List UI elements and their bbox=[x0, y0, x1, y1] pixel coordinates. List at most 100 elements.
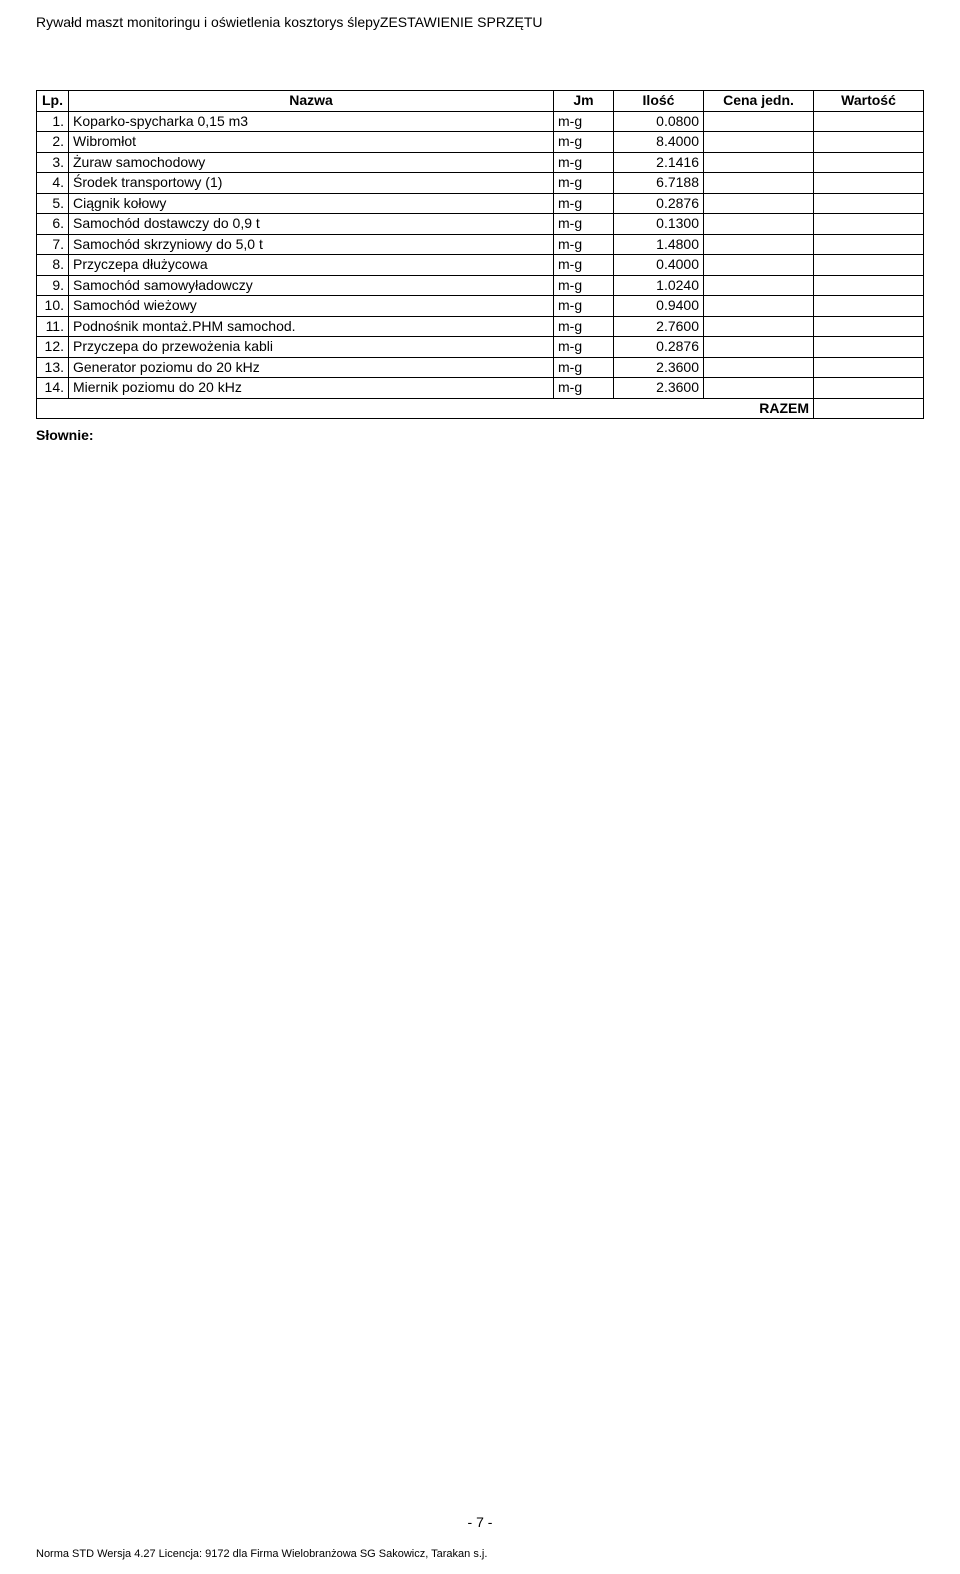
cell-jm: m-g bbox=[554, 378, 614, 399]
cell-up bbox=[704, 275, 814, 296]
cell-qty: 8.4000 bbox=[614, 132, 704, 153]
cell-jm: m-g bbox=[554, 296, 614, 317]
cell-up bbox=[704, 132, 814, 153]
cell-up bbox=[704, 316, 814, 337]
cell-lp: 5. bbox=[37, 193, 69, 214]
cell-jm: m-g bbox=[554, 132, 614, 153]
cell-name: Przyczepa dłużycowa bbox=[69, 255, 554, 276]
total-value bbox=[814, 398, 924, 419]
table-row: 9.Samochód samowyładowczym-g1.0240 bbox=[37, 275, 924, 296]
cell-lp: 10. bbox=[37, 296, 69, 317]
cell-val bbox=[814, 173, 924, 194]
table-row: 10.Samochód wieżowym-g0.9400 bbox=[37, 296, 924, 317]
table-row: 7.Samochód skrzyniowy do 5,0 tm-g1.4800 bbox=[37, 234, 924, 255]
page-number: - 7 - bbox=[0, 1514, 960, 1530]
table-row: 14.Miernik poziomu do 20 kHzm-g2.3600 bbox=[37, 378, 924, 399]
total-row: RAZEM bbox=[37, 398, 924, 419]
cell-up bbox=[704, 296, 814, 317]
cell-name: Ciągnik kołowy bbox=[69, 193, 554, 214]
cell-val bbox=[814, 234, 924, 255]
cell-up bbox=[704, 214, 814, 235]
slownie-label: Słownie: bbox=[36, 427, 924, 443]
cell-name: Przyczepa do przewożenia kabli bbox=[69, 337, 554, 358]
cell-jm: m-g bbox=[554, 337, 614, 358]
cell-up bbox=[704, 173, 814, 194]
cell-name: Samochód dostawczy do 0,9 t bbox=[69, 214, 554, 235]
cell-lp: 1. bbox=[37, 111, 69, 132]
col-header-qty: Ilość bbox=[614, 91, 704, 112]
cell-val bbox=[814, 275, 924, 296]
cell-jm: m-g bbox=[554, 357, 614, 378]
cell-lp: 9. bbox=[37, 275, 69, 296]
cell-lp: 7. bbox=[37, 234, 69, 255]
cell-name: Koparko-spycharka 0,15 m3 bbox=[69, 111, 554, 132]
cell-val bbox=[814, 296, 924, 317]
cell-qty: 1.4800 bbox=[614, 234, 704, 255]
cell-qty: 0.4000 bbox=[614, 255, 704, 276]
cell-lp: 13. bbox=[37, 357, 69, 378]
cell-name: Samochód skrzyniowy do 5,0 t bbox=[69, 234, 554, 255]
cell-qty: 2.3600 bbox=[614, 378, 704, 399]
cell-name: Wibromłot bbox=[69, 132, 554, 153]
table-row: 12.Przyczepa do przewożenia kablim-g0.28… bbox=[37, 337, 924, 358]
cell-jm: m-g bbox=[554, 111, 614, 132]
cell-qty: 6.7188 bbox=[614, 173, 704, 194]
cell-jm: m-g bbox=[554, 214, 614, 235]
table-row: 13.Generator poziomu do 20 kHzm-g2.3600 bbox=[37, 357, 924, 378]
cell-jm: m-g bbox=[554, 193, 614, 214]
cell-qty: 0.9400 bbox=[614, 296, 704, 317]
footer-text: Norma STD Wersja 4.27 Licencja: 9172 dla… bbox=[36, 1548, 487, 1560]
cell-val bbox=[814, 357, 924, 378]
cell-up bbox=[704, 337, 814, 358]
table-row: 4.Środek transportowy (1)m-g6.7188 bbox=[37, 173, 924, 194]
cell-val bbox=[814, 152, 924, 173]
equipment-table: Lp. Nazwa Jm Ilość Cena jedn. Wartość 1.… bbox=[36, 90, 924, 419]
cell-val bbox=[814, 132, 924, 153]
cell-val bbox=[814, 255, 924, 276]
table-row: 5.Ciągnik kołowym-g0.2876 bbox=[37, 193, 924, 214]
col-header-up: Cena jedn. bbox=[704, 91, 814, 112]
table-row: 11.Podnośnik montaż.PHM samochod.m-g2.76… bbox=[37, 316, 924, 337]
col-header-name: Nazwa bbox=[69, 91, 554, 112]
cell-lp: 2. bbox=[37, 132, 69, 153]
cell-val bbox=[814, 378, 924, 399]
cell-qty: 2.7600 bbox=[614, 316, 704, 337]
cell-jm: m-g bbox=[554, 152, 614, 173]
cell-lp: 11. bbox=[37, 316, 69, 337]
cell-lp: 8. bbox=[37, 255, 69, 276]
cell-up bbox=[704, 378, 814, 399]
table-row: 3.Żuraw samochodowym-g2.1416 bbox=[37, 152, 924, 173]
cell-qty: 0.2876 bbox=[614, 193, 704, 214]
cell-name: Środek transportowy (1) bbox=[69, 173, 554, 194]
header-left: Rywałd maszt monitoringu i oświetlenia k… bbox=[36, 14, 380, 30]
cell-up bbox=[704, 111, 814, 132]
cell-jm: m-g bbox=[554, 275, 614, 296]
header-right: ZESTAWIENIE SPRZĘTU bbox=[380, 14, 543, 30]
cell-val bbox=[814, 111, 924, 132]
cell-lp: 14. bbox=[37, 378, 69, 399]
cell-qty: 0.1300 bbox=[614, 214, 704, 235]
cell-lp: 4. bbox=[37, 173, 69, 194]
cell-qty: 2.3600 bbox=[614, 357, 704, 378]
cell-qty: 0.0800 bbox=[614, 111, 704, 132]
cell-up bbox=[704, 255, 814, 276]
table-header-row: Lp. Nazwa Jm Ilość Cena jedn. Wartość bbox=[37, 91, 924, 112]
table-row: 1.Koparko-spycharka 0,15 m3m-g0.0800 bbox=[37, 111, 924, 132]
cell-val bbox=[814, 193, 924, 214]
cell-lp: 12. bbox=[37, 337, 69, 358]
table-row: 6.Samochód dostawczy do 0,9 tm-g0.1300 bbox=[37, 214, 924, 235]
cell-jm: m-g bbox=[554, 234, 614, 255]
cell-qty: 0.2876 bbox=[614, 337, 704, 358]
table-body: 1.Koparko-spycharka 0,15 m3m-g0.08002.Wi… bbox=[37, 111, 924, 398]
cell-val bbox=[814, 337, 924, 358]
cell-jm: m-g bbox=[554, 173, 614, 194]
cell-qty: 1.0240 bbox=[614, 275, 704, 296]
col-header-jm: Jm bbox=[554, 91, 614, 112]
cell-name: Samochód wieżowy bbox=[69, 296, 554, 317]
cell-up bbox=[704, 152, 814, 173]
cell-val bbox=[814, 214, 924, 235]
cell-name: Generator poziomu do 20 kHz bbox=[69, 357, 554, 378]
cell-name: Miernik poziomu do 20 kHz bbox=[69, 378, 554, 399]
col-header-val: Wartość bbox=[814, 91, 924, 112]
cell-name: Podnośnik montaż.PHM samochod. bbox=[69, 316, 554, 337]
